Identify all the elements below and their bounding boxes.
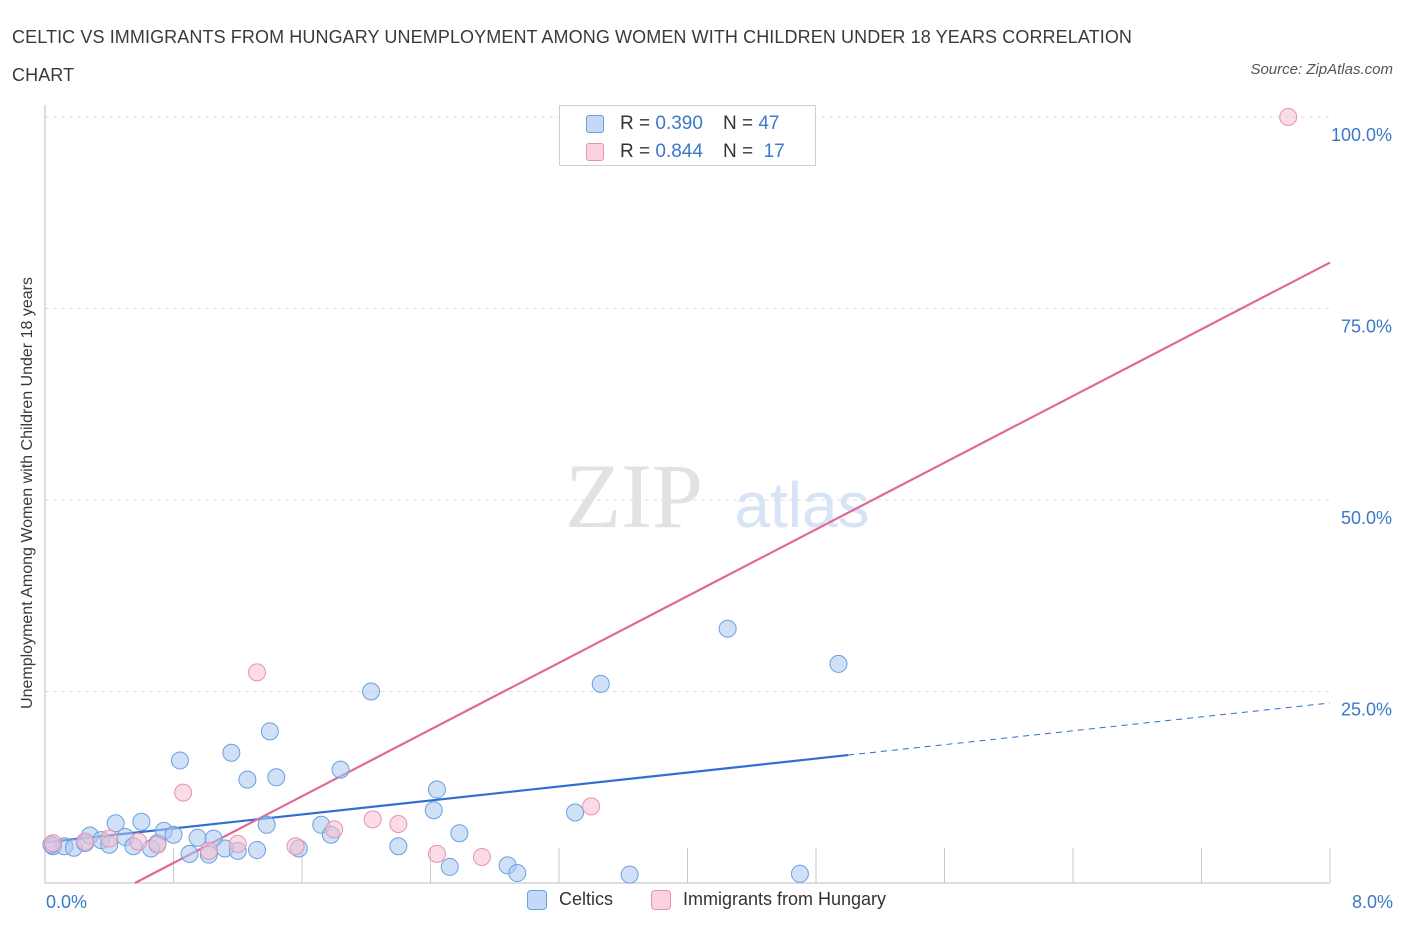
legend-n-value: 47 (758, 113, 780, 134)
point-celtics (450, 824, 469, 843)
point-celtics (718, 619, 737, 638)
point-hungary (174, 783, 193, 802)
point-hungary (44, 834, 63, 853)
point-celtics (508, 864, 527, 883)
point-celtics (829, 654, 848, 673)
tick-labels: 25.0% 50.0% 75.0% 100.0% 0.0% 8.0% (46, 125, 1393, 912)
point-hungary (389, 815, 408, 834)
legend-swatch-hungary (651, 889, 671, 910)
legend-label-hungary: Immigrants from Hungary (683, 889, 887, 909)
y-tick-label: 50.0% (1341, 508, 1392, 528)
y-tick-label: 100.0% (1331, 125, 1392, 145)
source-label: Source: ZipAtlas.com (1250, 61, 1393, 78)
point-celtics (222, 743, 241, 762)
point-hungary (325, 820, 344, 839)
point-hungary (472, 847, 491, 866)
point-celtics (267, 768, 286, 787)
point-hungary (363, 810, 382, 829)
point-hungary (129, 832, 148, 851)
point-celtics (362, 682, 381, 701)
point-celtics (424, 801, 443, 820)
watermark: ZIP atlas (565, 445, 870, 547)
legend-n-value: 17 (763, 141, 785, 162)
point-celtics (427, 780, 446, 799)
y-tick-label: 25.0% (1341, 700, 1392, 720)
chart-title: CELTIC VS IMMIGRANTS FROM HUNGARY UNEMPL… (12, 27, 1133, 85)
legend-item-celtics: Celtics (527, 889, 613, 910)
point-celtics (248, 841, 267, 860)
legend-n-label: N = (722, 141, 754, 162)
legend-row-hungary: R = 0.844 N = 17 (586, 140, 785, 164)
point-celtics (170, 751, 189, 770)
legend-swatch-hungary (586, 143, 604, 161)
trend-line-hungary (134, 261, 1331, 884)
point-celtics (566, 803, 585, 822)
trend-lines (44, 261, 1331, 884)
point-celtics (257, 815, 276, 834)
grid (45, 116, 1330, 692)
point-hungary (1279, 108, 1298, 126)
point-celtics (164, 825, 183, 844)
point-celtics (260, 722, 279, 741)
point-celtics (591, 674, 610, 693)
points (42, 108, 1298, 884)
legend-r-value: 0.844 (655, 141, 703, 162)
point-hungary (427, 844, 446, 863)
x-tick-label-max: 8.0% (1352, 892, 1393, 912)
legend-swatch-celtics (527, 889, 547, 910)
legend-r-value: 0.390 (655, 113, 703, 134)
point-hungary (199, 841, 218, 860)
legend-swatch-celtics (586, 115, 604, 133)
stats-legend: R = 0.390 N = 47 R = 0.844 N = 17 (559, 105, 816, 166)
point-celtics (331, 760, 350, 779)
watermark-zip: ZIP (565, 445, 703, 547)
y-tick-label: 75.0% (1341, 317, 1392, 337)
axes (44, 105, 1331, 884)
trend-line-celtics-extension (848, 702, 1331, 756)
point-hungary (148, 835, 167, 854)
point-hungary (248, 663, 267, 682)
point-celtics (132, 812, 151, 831)
point-hungary (582, 797, 601, 816)
x-tick-label-min: 0.0% (46, 892, 87, 912)
point-hungary (100, 829, 119, 848)
point-celtics (790, 864, 809, 883)
point-celtics (389, 837, 408, 856)
legend-n-label: N = (722, 113, 754, 134)
point-hungary (286, 837, 305, 856)
watermark-atlas: atlas (734, 469, 869, 541)
legend-label-celtics: Celtics (559, 889, 614, 909)
point-celtics (440, 857, 459, 876)
point-hungary (76, 832, 95, 851)
legend-row-celtics: R = 0.390 N = 47 (586, 112, 779, 136)
legend-r-label: R = (620, 113, 651, 134)
point-celtics (180, 844, 199, 863)
legend-r-label: R = (620, 141, 651, 162)
point-celtics (238, 770, 257, 789)
point-hungary (228, 834, 247, 853)
point-celtics (106, 814, 125, 833)
legend-item-hungary: Immigrants from Hungary (651, 889, 886, 910)
point-celtics (620, 865, 639, 884)
